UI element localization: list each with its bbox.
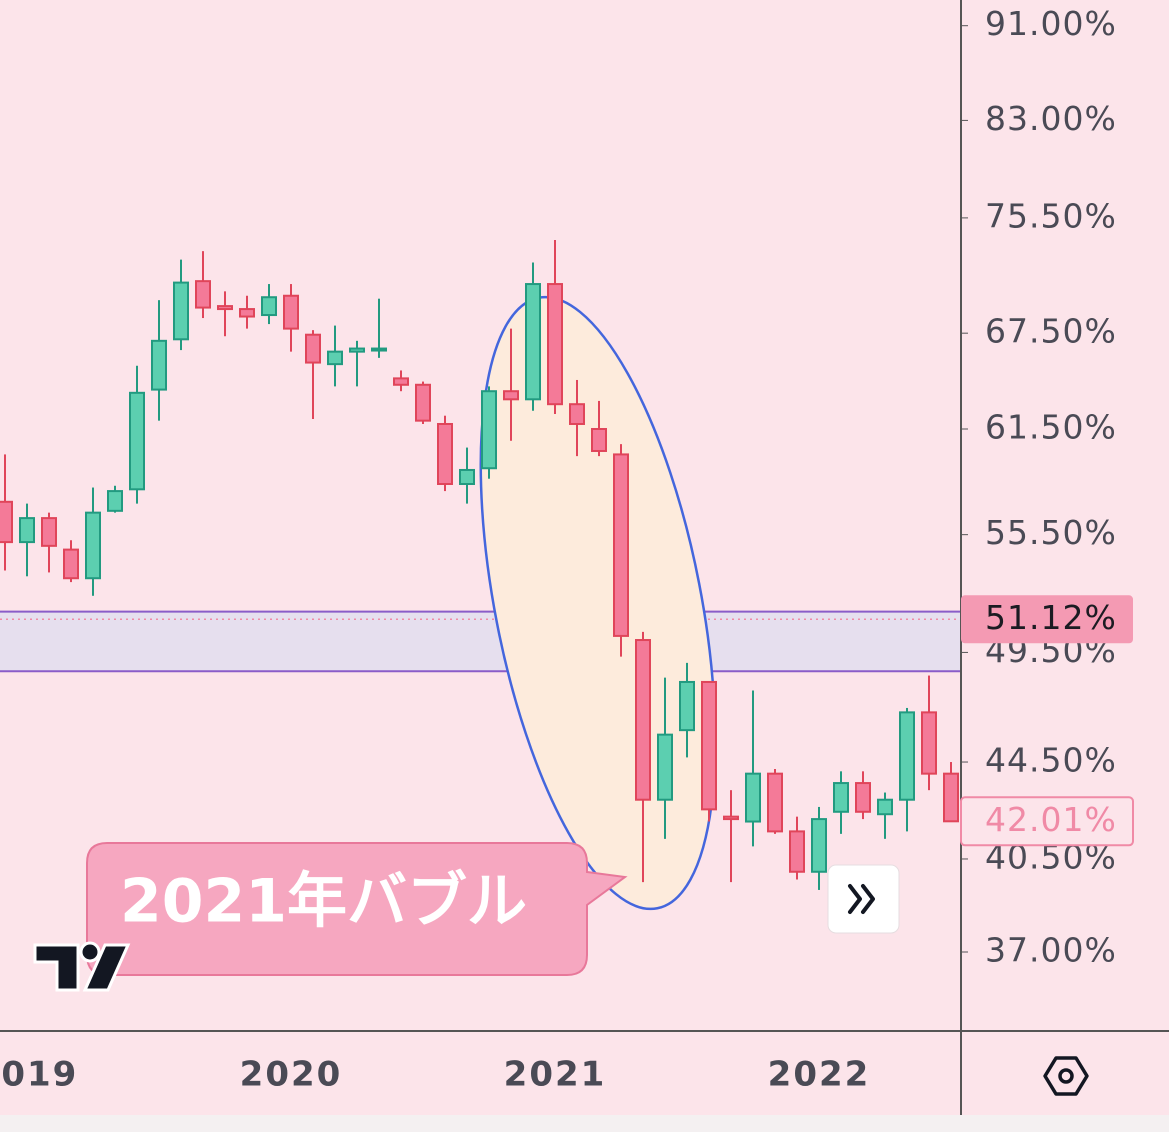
- candle-body: [811, 818, 827, 873]
- candle-body: [943, 772, 959, 823]
- candle-body: [393, 377, 409, 386]
- candle-body: [349, 347, 365, 353]
- candle-body: [261, 296, 277, 317]
- candle-body: [569, 403, 585, 425]
- plot-area: [0, 239, 959, 890]
- settings-hexagon[interactable]: [1043, 1056, 1089, 1096]
- candle-body: [767, 772, 783, 833]
- candle-body: [239, 308, 255, 318]
- candle-body: [899, 711, 915, 801]
- candle-body: [679, 680, 695, 732]
- price-label: 42.01%: [985, 800, 1117, 839]
- candle-body: [173, 281, 189, 341]
- settings-button[interactable]: [1043, 1056, 1089, 1096]
- candle-body: [129, 391, 145, 491]
- y-tick-label: 75.50%: [985, 196, 1117, 235]
- band-layer: [0, 610, 960, 673]
- settings-dot[interactable]: [1058, 1068, 1074, 1084]
- scroll-button[interactable]: [827, 864, 900, 934]
- candle-body: [0, 500, 13, 544]
- candle-body: [305, 333, 321, 364]
- candle-body: [437, 422, 453, 485]
- candle-body: [613, 453, 629, 637]
- candle-body: [833, 782, 849, 813]
- candle-body: [503, 390, 519, 401]
- candle-body: [789, 830, 805, 873]
- candle-body: [921, 711, 937, 775]
- logo-t: [33, 943, 80, 992]
- candle-body: [547, 283, 563, 406]
- candle-body: [459, 468, 475, 485]
- candle-body: [723, 815, 739, 821]
- band-fill: [0, 611, 960, 672]
- candle-body: [745, 772, 761, 823]
- candle-body: [481, 390, 497, 470]
- candle-body: [19, 517, 35, 544]
- candle-body: [525, 283, 541, 401]
- y-tick-label: 37.00%: [985, 931, 1117, 970]
- candle-body: [415, 383, 431, 422]
- candle-body: [107, 490, 123, 512]
- x-tick-label: 2019: [0, 1055, 78, 1095]
- logo-dot: [79, 941, 101, 963]
- y-tick-label: 55.50%: [985, 513, 1117, 552]
- candle-body: [217, 305, 233, 311]
- axes: 91.00%83.00%75.50%67.50%61.50%55.50%49.5…: [0, 4, 1134, 1095]
- candle-body: [855, 782, 871, 813]
- candle-body: [85, 511, 101, 580]
- candle-body: [283, 294, 299, 330]
- x-tick-label: 2022: [768, 1055, 871, 1095]
- y-tick-label: 83.00%: [985, 99, 1117, 138]
- annotation-text: 2021年バブル: [120, 867, 527, 937]
- candle-body: [371, 347, 387, 352]
- candle-body: [591, 427, 607, 452]
- logo: [33, 941, 131, 992]
- price-label-box: [961, 595, 1133, 644]
- y-tick-label: 44.50%: [985, 741, 1117, 780]
- candle-body: [701, 680, 717, 811]
- x-tick-label: 2021: [504, 1055, 607, 1095]
- candle-body: [657, 733, 673, 801]
- candle-body: [195, 280, 211, 309]
- price-label-box: [960, 796, 1134, 847]
- candle-body: [151, 339, 167, 391]
- logo-v: [82, 943, 131, 992]
- candle-body: [635, 639, 651, 801]
- y-tick-label: 91.00%: [985, 4, 1117, 43]
- bottom-strip: [0, 1115, 1169, 1132]
- candle-body: [327, 350, 343, 366]
- y-tick-label: 67.50%: [985, 312, 1117, 351]
- annotation-callout: 2021年バブル: [86, 842, 628, 976]
- candle-body: [41, 517, 57, 547]
- callout-box: [86, 842, 628, 976]
- scroll-icon[interactable]: [848, 884, 875, 914]
- y-tick-label: 61.50%: [985, 407, 1117, 446]
- price-label: 51.12%: [985, 598, 1117, 637]
- scroll-button-bg[interactable]: [827, 864, 900, 934]
- candle-body: [877, 798, 893, 816]
- candle-body: [63, 548, 79, 580]
- x-tick-label: 2020: [240, 1055, 343, 1095]
